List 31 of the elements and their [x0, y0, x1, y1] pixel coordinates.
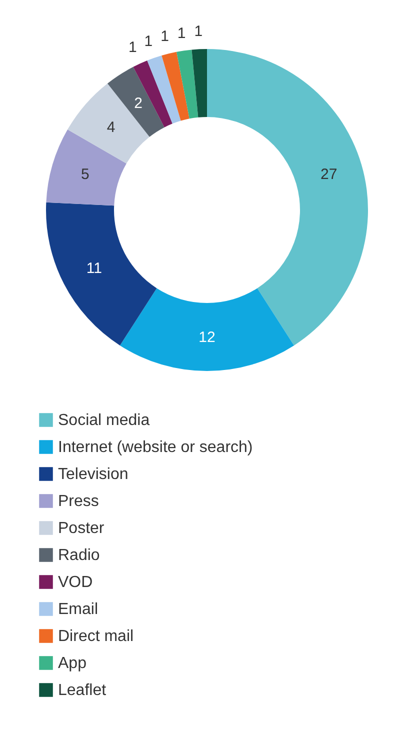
data-label: 27	[320, 166, 338, 184]
legend-label: Radio	[58, 547, 100, 564]
data-label: 1	[160, 28, 169, 46]
data-label: 2	[134, 95, 143, 112]
legend-label: Poster	[58, 520, 105, 537]
donut-slice	[133, 60, 172, 128]
legend-label: Email	[58, 601, 98, 618]
data-label: 1	[144, 32, 153, 50]
legend-label: Leaflet	[58, 682, 107, 699]
donut-slice	[68, 83, 150, 164]
data-label: 1	[128, 39, 137, 56]
data-label: 11	[86, 260, 102, 278]
donut-slice	[147, 56, 181, 124]
data-label: 12	[198, 329, 216, 346]
donut-slice	[46, 202, 157, 346]
data-label: 5	[80, 166, 90, 184]
data-label: 1	[194, 23, 203, 40]
data-label: 1	[177, 24, 186, 42]
data-label: 4	[106, 118, 116, 136]
donut-slice	[107, 66, 164, 137]
legend-label: Internet (website or search)	[58, 439, 253, 456]
legend-label: Direct mail	[58, 628, 134, 645]
donut-slice	[192, 49, 207, 118]
legend-label: Television	[58, 466, 128, 483]
legend-label: VOD	[58, 574, 93, 591]
legend-label: App	[58, 655, 87, 672]
donut-slice	[162, 52, 190, 121]
donut-slice	[176, 50, 198, 119]
legend-label: Press	[58, 493, 99, 510]
legend-label: Social media	[58, 412, 150, 429]
donut-slice	[120, 288, 294, 371]
